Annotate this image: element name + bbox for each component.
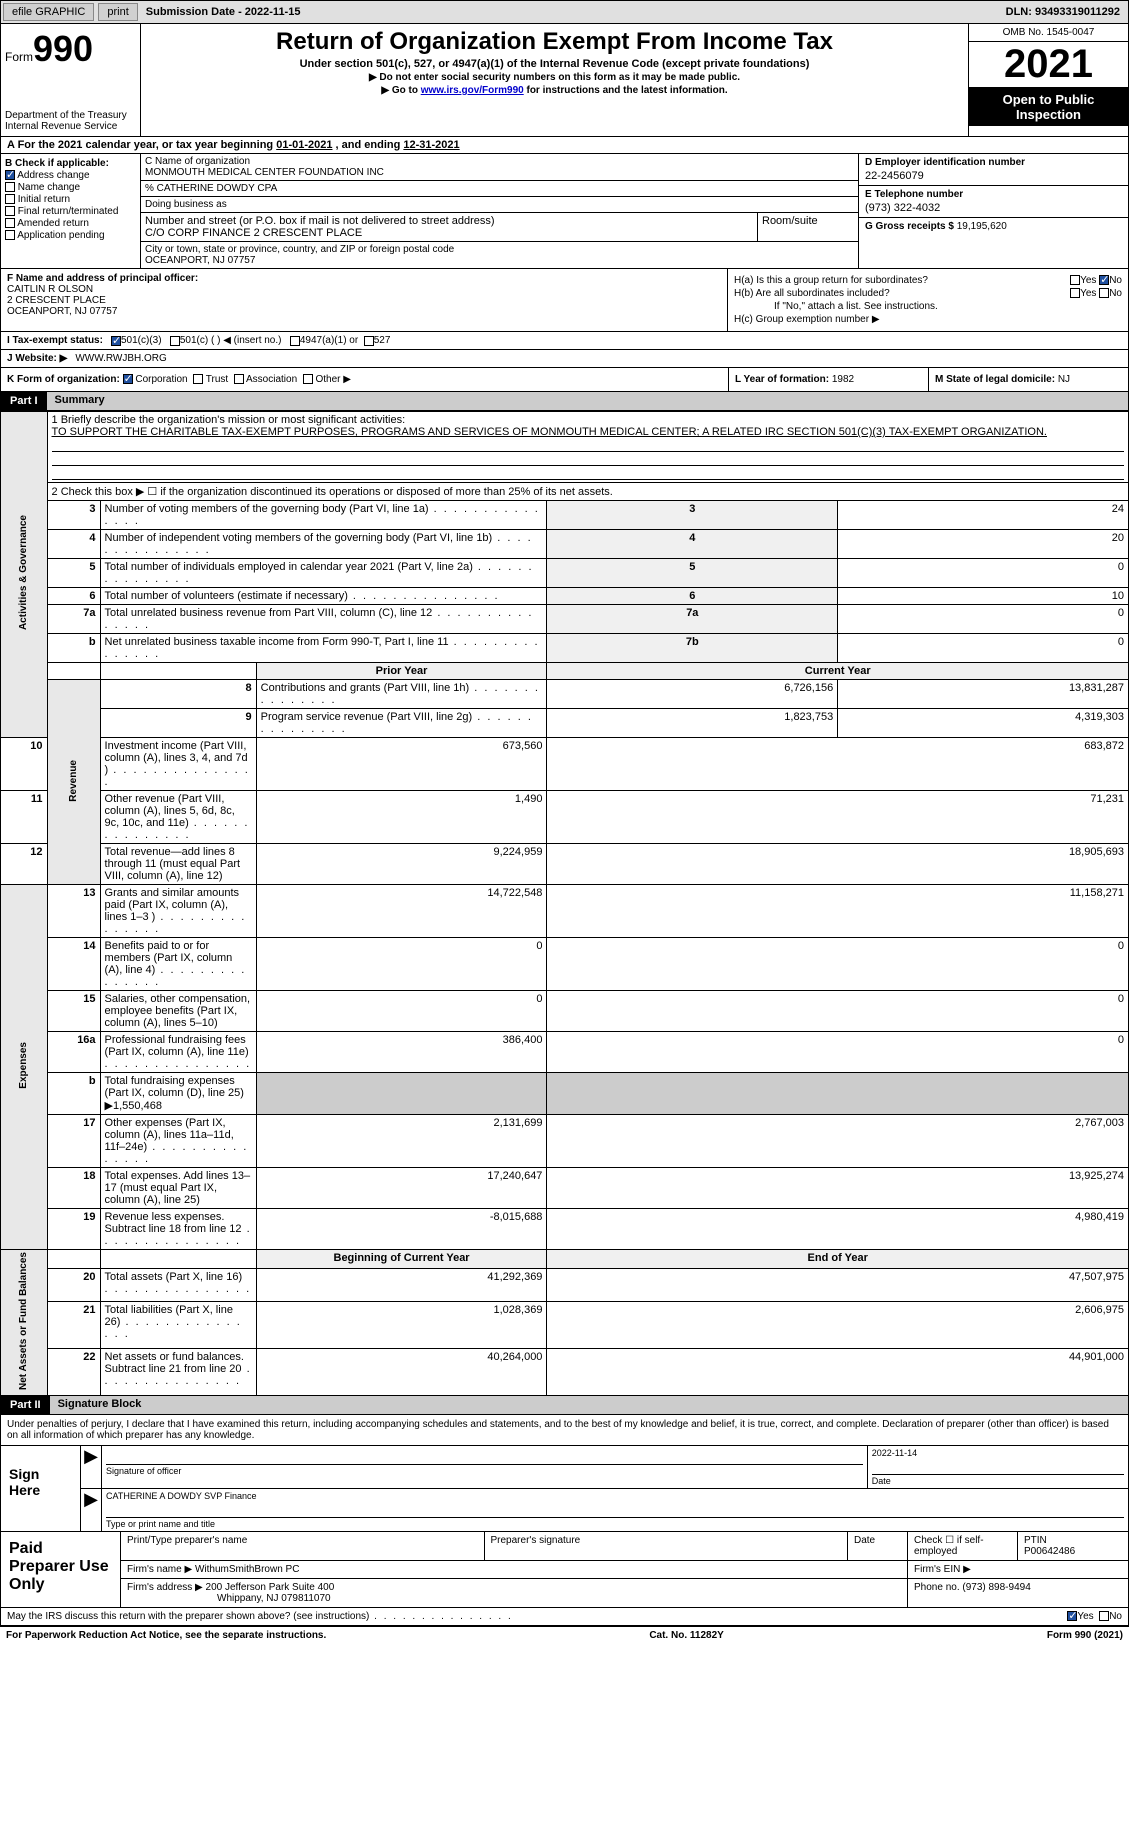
phone: (973) 322-4032 <box>865 202 1122 214</box>
sig-date: 2022-11-14 <box>872 1448 1124 1458</box>
form-number: 990 <box>33 28 93 70</box>
top-bar: efile GRAPHIC print Submission Date - 20… <box>0 0 1129 24</box>
dba-label: Doing business as <box>141 197 858 213</box>
chk-address-change[interactable] <box>5 170 15 180</box>
section-a: A For the 2021 calendar year, or tax yea… <box>0 137 1129 154</box>
h-b-no[interactable] <box>1099 288 1109 298</box>
h-b-yes[interactable] <box>1070 288 1080 298</box>
block-ij: I Tax-exempt status: 501(c)(3) 501(c) ( … <box>0 332 1129 368</box>
form-subtitle: Under section 501(c), 527, or 4947(a)(1)… <box>149 58 960 70</box>
efile-button[interactable]: efile GRAPHIC <box>3 3 94 21</box>
side-rev: Revenue <box>68 760 79 802</box>
preparer-block: Paid Preparer Use Only Print/Type prepar… <box>0 1532 1129 1608</box>
sign-block: Sign Here ▶ Signature of officer 2022-11… <box>0 1446 1129 1532</box>
chk-trust[interactable] <box>193 374 203 384</box>
ptin: P00642486 <box>1024 1546 1122 1557</box>
mission-text: TO SUPPORT THE CHARITABLE TAX-EXEMPT PUR… <box>52 426 1124 438</box>
part1-bar: Part ISummary <box>0 392 1129 411</box>
gross-receipts: 19,195,620 <box>957 221 1007 232</box>
line-2: 2 Check this box ▶ ☐ if the organization… <box>47 483 1128 501</box>
summary-table: Activities & Governance 1 Briefly descri… <box>0 411 1129 1396</box>
dln: DLN: 93493319011292 <box>1006 6 1126 18</box>
officer-city: OCEANPORT, NJ 07757 <box>7 306 721 317</box>
chk-pending[interactable] <box>5 230 15 240</box>
val-6: 10 <box>838 588 1129 605</box>
care-of: % CATHERINE DOWDY CPA <box>141 181 858 197</box>
discuss-no[interactable] <box>1099 1611 1109 1621</box>
chk-initial[interactable] <box>5 194 15 204</box>
omb-number: OMB No. 1545-0047 <box>969 24 1128 42</box>
val-4: 20 <box>838 530 1129 559</box>
room-label: Room/suite <box>758 213 858 241</box>
val-5: 0 <box>838 559 1129 588</box>
submission-date-label: Submission Date - 2022-11-15 <box>146 6 301 18</box>
block-bc: B Check if applicable: Address change Na… <box>0 154 1129 269</box>
form-header: Form990 Department of the Treasury Inter… <box>0 24 1129 137</box>
print-button[interactable]: print <box>98 3 137 21</box>
part2-bar: Part IISignature Block <box>0 1396 1129 1415</box>
side-gov: Activities & Governance <box>18 515 29 630</box>
open-public: Open to Public Inspection <box>969 88 1128 126</box>
col-d: D Employer identification number22-24560… <box>858 154 1128 268</box>
firm-addr1: 200 Jefferson Park Suite 400 <box>206 1582 335 1593</box>
officer-name: CAITLIN R OLSON <box>7 284 721 295</box>
org-name: MONMOUTH MEDICAL CENTER FOUNDATION INC <box>145 167 854 178</box>
form-word: Form <box>5 50 33 64</box>
block-kl: K Form of organization: Corporation Trus… <box>0 368 1129 392</box>
form-title: Return of Organization Exempt From Incom… <box>149 28 960 56</box>
chk-501c3[interactable] <box>111 336 121 346</box>
val-7b: 0 <box>838 634 1129 663</box>
tax-year: 2021 <box>969 42 1128 88</box>
year-formation: 1982 <box>832 374 854 385</box>
chk-corp[interactable] <box>123 374 133 384</box>
side-exp: Expenses <box>18 1042 29 1089</box>
bottom-question: May the IRS discuss this return with the… <box>0 1608 1129 1626</box>
block-fh: F Name and address of principal officer:… <box>0 269 1129 332</box>
chk-other[interactable] <box>303 374 313 384</box>
chk-501c[interactable] <box>170 336 180 346</box>
irs-link[interactable]: www.irs.gov/Form990 <box>421 85 524 96</box>
val-7a: 0 <box>838 605 1129 634</box>
firm-name: WithumSmithBrown PC <box>195 1564 299 1575</box>
chk-final[interactable] <box>5 206 15 216</box>
state-domicile: NJ <box>1058 374 1070 385</box>
dept-label: Department of the Treasury Internal Reve… <box>5 110 136 132</box>
officer-sig-name: CATHERINE A DOWDY SVP Finance <box>106 1491 1124 1501</box>
street-address: C/O CORP FINANCE 2 CRESCENT PLACE <box>145 227 753 239</box>
footer: For Paperwork Reduction Act Notice, see … <box>0 1626 1129 1644</box>
chk-4947[interactable] <box>290 336 300 346</box>
firm-phone: (973) 898-9494 <box>962 1582 1030 1593</box>
firm-addr2: Whippany, NJ 079811070 <box>217 1593 331 1604</box>
val-3: 24 <box>838 501 1129 530</box>
chk-amended[interactable] <box>5 218 15 228</box>
col-b: B Check if applicable: Address change Na… <box>1 154 141 268</box>
h-a-yes[interactable] <box>1070 275 1080 285</box>
h-a-no[interactable] <box>1099 275 1109 285</box>
ein: 22-2456079 <box>865 170 1122 182</box>
chk-name-change[interactable] <box>5 182 15 192</box>
side-net: Net Assets or Fund Balances <box>18 1252 29 1390</box>
chk-527[interactable] <box>364 336 374 346</box>
chk-assoc[interactable] <box>234 374 244 384</box>
website: WWW.RWJBH.ORG <box>75 353 166 364</box>
part2-text: Under penalties of perjury, I declare th… <box>0 1415 1129 1446</box>
arrow-line-2: ▶ Go to www.irs.gov/Form990 for instruct… <box>149 85 960 96</box>
col-c: C Name of organizationMONMOUTH MEDICAL C… <box>141 154 858 268</box>
arrow-line-1: ▶ Do not enter social security numbers o… <box>149 72 960 83</box>
officer-addr: 2 CRESCENT PLACE <box>7 295 721 306</box>
discuss-yes[interactable] <box>1067 1611 1077 1621</box>
city-state-zip: OCEANPORT, NJ 07757 <box>145 255 854 266</box>
